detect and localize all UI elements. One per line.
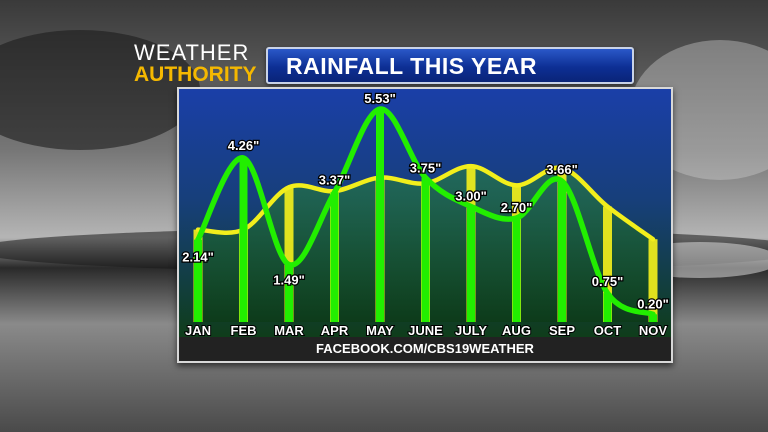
x-tick-label: AUG (502, 323, 531, 337)
x-tick-label: APR (321, 323, 349, 337)
x-tick-label: MAY (366, 323, 394, 337)
x-tick-label: FEB (231, 323, 257, 337)
value-label: 3.75" (410, 161, 441, 176)
value-label: 1.49" (273, 273, 304, 288)
actual-line (195, 106, 656, 318)
chart-panel: 2.14" 4.26" 1.49" 3.37" 5.53" 3.75" 3.00" 2.70"… (177, 87, 673, 363)
x-tick-label: JULY (455, 323, 487, 337)
logo-line1: WEATHER (134, 40, 250, 65)
actual-bar (194, 239, 202, 322)
value-label: 3.00" (455, 189, 486, 204)
x-tick-label: OCT (594, 323, 622, 337)
value-label: 3.66" (546, 162, 577, 177)
value-label: 2.70" (501, 200, 532, 215)
actual-bar (239, 157, 248, 322)
x-tick-label: JAN (185, 323, 211, 337)
value-label: 3.37" (319, 172, 350, 187)
value-label: 4.26" (228, 138, 259, 153)
normal-bar (284, 187, 294, 322)
x-tick-label: SEP (549, 323, 575, 337)
actual-bar (421, 177, 430, 322)
value-label: 2.14" (182, 250, 213, 265)
actual-bar (512, 218, 521, 322)
actual-bar (467, 206, 475, 322)
rainfall-chart: 2.14" 4.26" 1.49" 3.37" 5.53" 3.75" 3.00" 2.70"… (179, 89, 671, 337)
actual-bar (285, 264, 293, 322)
actual-bar (376, 109, 384, 322)
weather-authority-logo: WEATHER AUTHORITY (134, 40, 257, 86)
value-label: 5.53" (364, 91, 395, 106)
normal-bar (648, 239, 658, 322)
x-tick-label: NOV (639, 323, 668, 337)
normal-bar (603, 206, 612, 322)
chart-title: RAINFALL THIS YEAR (286, 53, 537, 79)
value-label: 0.75" (592, 274, 623, 289)
actual-bar (330, 192, 339, 322)
x-tick-label: MAR (274, 323, 304, 337)
value-label: 0.20" (637, 296, 668, 311)
footer-url: FACEBOOK.COM/CBS19WEATHER (316, 341, 534, 356)
actual-bar (649, 314, 657, 322)
logo-line2: AUTHORITY (134, 63, 257, 86)
x-tick-label: JUNE (408, 323, 443, 337)
actual-bar (558, 181, 566, 322)
footer-bar: FACEBOOK.COM/CBS19WEATHER (179, 337, 671, 361)
actual-bar (603, 293, 612, 322)
title-bar: RAINFALL THIS YEAR (266, 47, 634, 84)
